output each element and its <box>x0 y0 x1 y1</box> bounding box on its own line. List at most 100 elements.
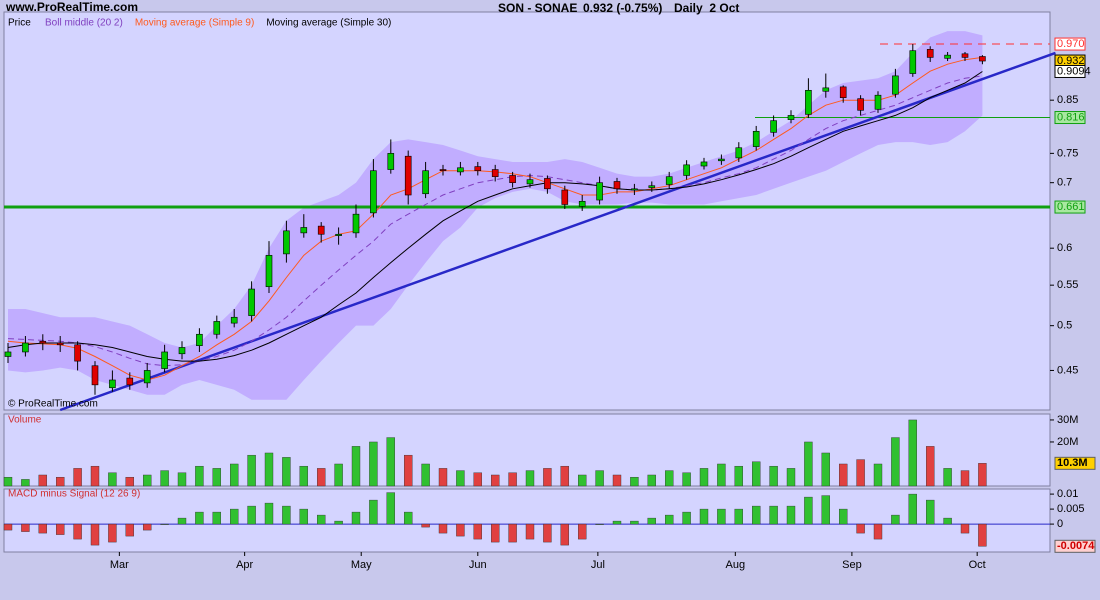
last-value-label: 10.3M <box>1057 457 1088 469</box>
candle-body <box>91 365 99 386</box>
bar <box>525 470 535 487</box>
bar <box>682 511 691 525</box>
bar <box>177 517 187 525</box>
candle-body <box>822 87 830 92</box>
bar <box>386 492 395 525</box>
candle-body <box>457 167 464 173</box>
bar <box>612 520 622 525</box>
candle-body <box>39 340 47 344</box>
bar <box>717 463 726 487</box>
bar <box>299 508 308 525</box>
y-tick-label: 0.7 <box>1057 177 1072 189</box>
bar <box>125 476 135 487</box>
last-value-box <box>1054 456 1096 470</box>
bar <box>229 463 239 487</box>
bar <box>926 446 935 487</box>
candle-body <box>126 377 134 386</box>
candle-body <box>161 351 168 369</box>
candle-body <box>74 344 81 362</box>
candle-body <box>509 175 516 183</box>
bar <box>334 520 343 525</box>
y-tick-label: 30M <box>1057 414 1078 426</box>
x-tick-label: Sep <box>842 559 862 571</box>
bar <box>665 470 674 487</box>
bar <box>334 463 343 487</box>
bar <box>351 511 361 525</box>
bar <box>578 523 587 540</box>
bar <box>142 523 152 531</box>
candle-body <box>143 370 151 384</box>
bar <box>56 476 65 487</box>
bar <box>856 523 865 534</box>
candle-body <box>561 189 569 205</box>
bar <box>769 505 778 525</box>
candle-body <box>230 316 238 324</box>
site: www.ProRealTime.com <box>5 0 138 14</box>
level-label: 0.970 <box>1057 38 1085 50</box>
x-tick-label: Mar <box>110 559 129 571</box>
bar <box>282 505 291 525</box>
x-tick-label: May <box>351 559 372 571</box>
legend-entry: Moving average (Simple 9) <box>135 18 255 29</box>
bar <box>421 523 430 528</box>
candle-body <box>770 120 777 133</box>
candle-body <box>648 185 656 188</box>
bar <box>369 499 378 525</box>
candle-body <box>4 351 12 357</box>
bar <box>752 461 761 487</box>
bar <box>473 472 482 487</box>
candle-body <box>178 347 186 355</box>
bar <box>560 523 569 546</box>
level-label: 0.661 <box>1057 201 1085 213</box>
candle-body <box>474 166 482 172</box>
bar <box>438 468 448 487</box>
candle-body <box>213 321 221 335</box>
bar <box>804 496 813 525</box>
bar <box>73 468 82 487</box>
legend-entry: Moving average (Simple 30) <box>266 18 391 29</box>
candle-body <box>892 75 899 95</box>
bar <box>108 472 117 487</box>
bar <box>978 523 987 547</box>
candle-body <box>874 94 882 110</box>
y-tick-label: 0.6 <box>1057 242 1072 254</box>
y-tick-label: 0.45 <box>1057 364 1078 376</box>
bar <box>491 523 500 543</box>
ma-line <box>7 71 983 362</box>
bar <box>543 468 552 487</box>
bar <box>229 508 239 525</box>
bar <box>247 505 256 525</box>
bar <box>665 514 674 525</box>
bar <box>90 465 100 487</box>
bar <box>90 523 100 546</box>
bar <box>38 474 47 487</box>
bar <box>125 523 135 537</box>
bar <box>752 505 761 525</box>
last-value-box <box>1054 539 1096 553</box>
x-tick-label: Jun <box>469 559 487 571</box>
y-tick-label: 20M <box>1057 436 1078 448</box>
bar <box>21 479 30 487</box>
last-price: 0.932 (-0.75%) <box>583 1 662 15</box>
bar <box>177 472 187 487</box>
bar <box>769 465 778 487</box>
candle-body <box>718 158 725 162</box>
bar <box>317 514 326 525</box>
period: Daily 2 Oct <box>674 1 739 15</box>
y-tick-label: 0.5 <box>1057 320 1072 332</box>
candle-body <box>370 170 377 214</box>
candle-body <box>787 115 795 120</box>
level-label: 0.816 <box>1057 111 1085 123</box>
bar <box>508 523 517 543</box>
y-tick-label: 0 <box>1057 518 1063 530</box>
level-label: 0.9094 <box>1057 65 1091 77</box>
bar <box>73 523 82 540</box>
bar <box>160 523 169 525</box>
bar <box>891 514 900 525</box>
bar <box>699 508 709 525</box>
bar <box>804 441 813 487</box>
bar <box>299 465 308 487</box>
bar <box>160 470 169 487</box>
candle-body <box>631 188 638 191</box>
bar <box>3 476 13 487</box>
